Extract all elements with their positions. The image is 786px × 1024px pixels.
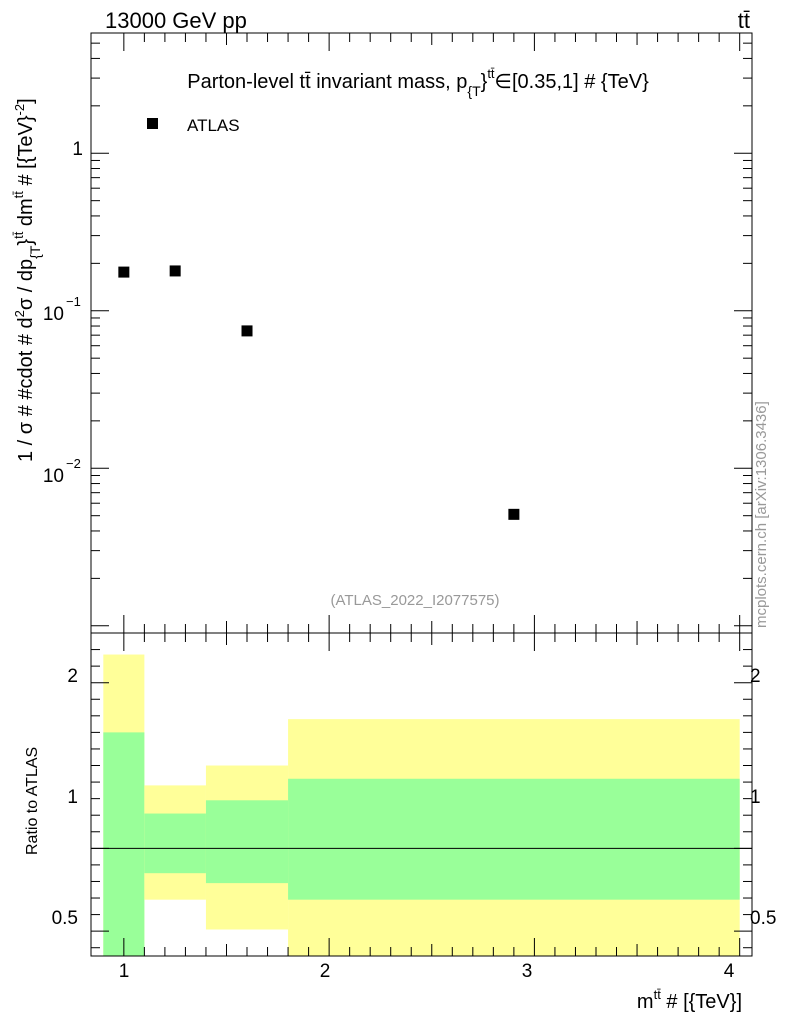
data-point-atlas — [508, 508, 520, 520]
ratio-bands — [103, 654, 740, 956]
ratio-plot-frame — [90, 632, 753, 957]
main-y-axis-label: 1 / σ # #cdot # d2σ / dp{T}tt̄ dmtt̄ # [… — [11, 98, 43, 462]
main-ticks — [91, 33, 752, 634]
site-watermark: mcplots.cern.ch [arXiv:1306.3436] — [753, 401, 770, 628]
main-panel: Parton-level tt̄ invariant mass, p{T}tt̄… — [11, 32, 753, 634]
y-tick-label-0p01-exp: −2 — [66, 456, 81, 471]
ratio-y-tick-label-2-right: 2 — [750, 666, 761, 687]
legend-label: ATLAS — [187, 116, 240, 135]
ratio-band-inner — [144, 813, 206, 874]
ratio-panel: 0.5 1 2 0.5 1 2 1 2 3 4 Ratio to ATLAS m… — [24, 632, 776, 1013]
x-tick-label-3: 3 — [522, 961, 533, 982]
analysis-label: (ATLAS_2022_I2077575) — [330, 592, 499, 609]
main-points — [118, 265, 520, 520]
ratio-y-tick-label-0p5-right: 0.5 — [750, 908, 776, 929]
ratio-y-tick-label-1-right: 1 — [750, 787, 761, 808]
data-point-atlas — [241, 325, 253, 337]
y-tick-label-0p01-base: 10 — [43, 466, 64, 487]
energy-label: 13000 GeV pp — [105, 8, 247, 33]
ratio-y-axis-label: Ratio to ATLAS — [24, 747, 41, 855]
ratio-y-tick-label-1: 1 — [67, 787, 78, 808]
y-tick-label-0p1-exp: −1 — [66, 294, 81, 309]
ratio-band-inner — [103, 732, 145, 956]
process-label: tt̄ — [738, 8, 750, 33]
ratio-ticks — [91, 633, 752, 956]
y-tick-label-1: 1 — [72, 139, 83, 160]
ratio-y-tick-label-2: 2 — [67, 666, 78, 687]
x-tick-label-4: 4 — [724, 961, 735, 982]
x-axis-label: mtt̄ # [{TeV}] — [637, 987, 742, 1013]
data-point-atlas — [169, 265, 181, 277]
ratio-band-inner — [205, 800, 289, 884]
x-tick-label-2: 2 — [320, 961, 331, 982]
y-tick-label-0p1-base: 10 — [43, 304, 64, 325]
x-tick-label-1: 1 — [119, 961, 130, 982]
main-title: Parton-level tt̄ invariant mass, p{T}tt̄… — [187, 66, 649, 99]
data-point-atlas — [118, 266, 130, 278]
legend-marker — [147, 118, 158, 129]
ratio-band-inner — [288, 778, 740, 900]
ratio-y-tick-label-0p5: 0.5 — [52, 908, 78, 929]
